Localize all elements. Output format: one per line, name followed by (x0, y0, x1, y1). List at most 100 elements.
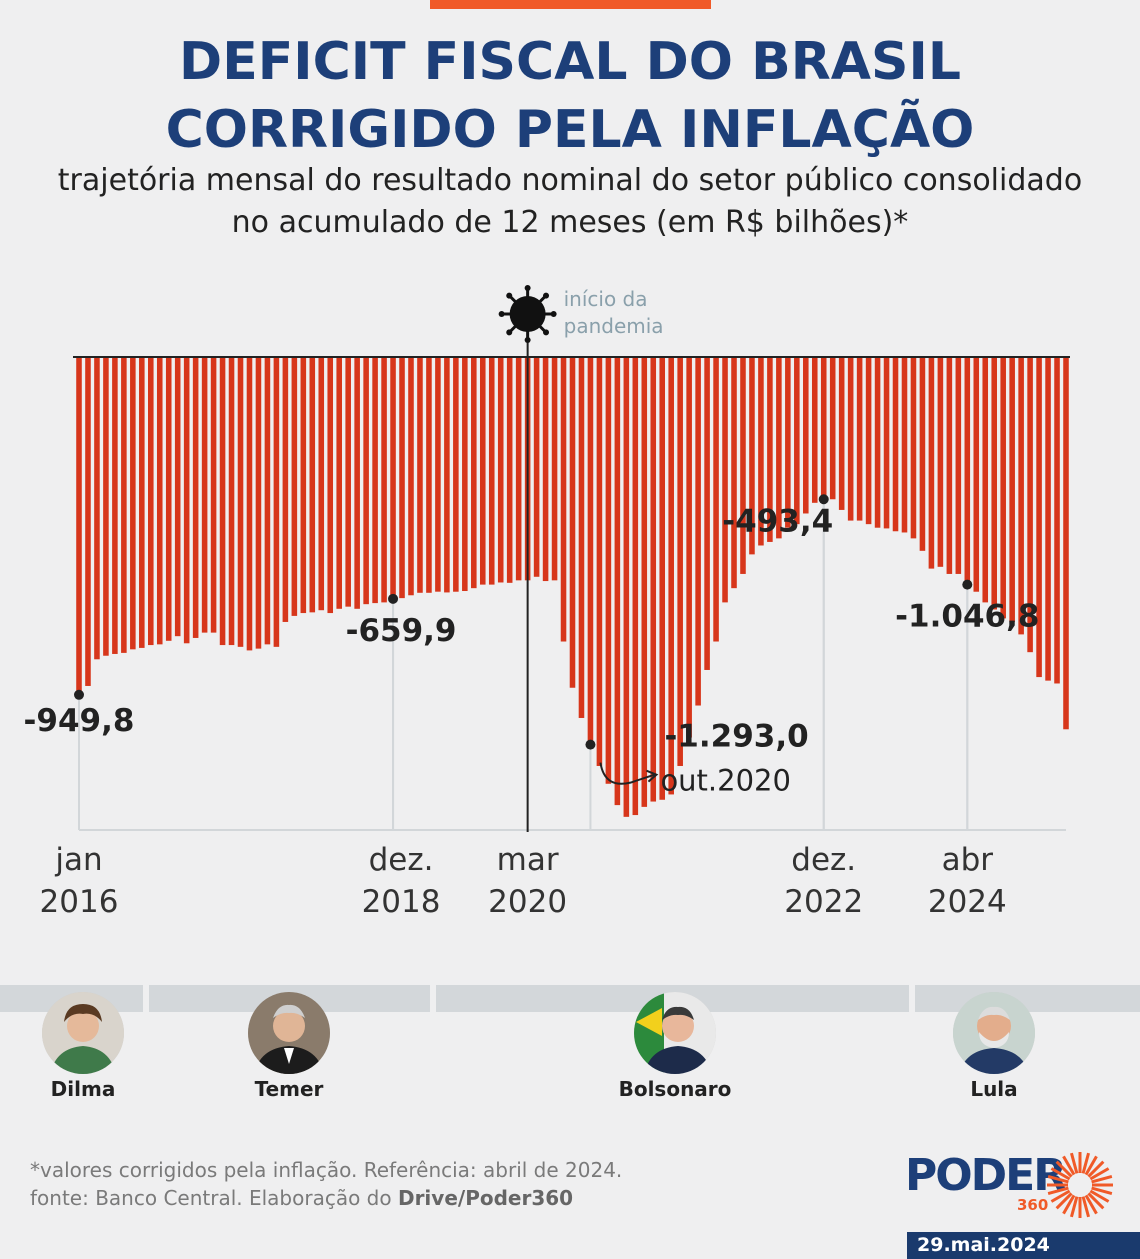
x-tick-2020-03-line2: 2020 (488, 884, 567, 920)
bar-55 (569, 357, 576, 688)
annotation-label-2016-01: -949,8 (24, 703, 135, 739)
title-line-1: DEFICIT FISCAL DO BRASIL (179, 32, 961, 92)
virus-spike-tip (524, 285, 531, 291)
bar-104 (1009, 357, 1015, 622)
annotation-arrowhead-2020-10 (646, 769, 659, 783)
bar-16 (219, 357, 226, 646)
bar-10 (165, 357, 172, 641)
president-name-temer: Temer (254, 1077, 324, 1101)
annotation-label-2018-12: -659,9 (346, 613, 457, 649)
bar-46 (488, 357, 495, 585)
virus-spike-tip (550, 311, 557, 317)
pandemic-label-1: início da (564, 287, 648, 311)
x-tick-2024-04-line2: 2024 (928, 884, 1007, 920)
bar-103 (1000, 357, 1006, 619)
bar-102 (991, 357, 997, 610)
bar-34 (381, 357, 387, 603)
bar-57 (587, 357, 594, 745)
bar-9 (156, 357, 163, 645)
bar-54 (560, 357, 567, 642)
bar-21 (264, 357, 271, 645)
bar-30 (345, 357, 351, 607)
x-tick-2016-01-line1: jan (54, 842, 102, 878)
sunburst-ray (1084, 1194, 1098, 1215)
bar-14 (201, 357, 208, 633)
virus-spike-tip (543, 292, 550, 299)
bar-95 (928, 357, 935, 569)
bar-5 (121, 357, 127, 653)
bar-100 (973, 357, 980, 592)
virus-icon (498, 285, 557, 343)
footnote-source-prefix: fonte: Banco Central. Elaboração do (30, 1186, 398, 1210)
virus-spike-tip (524, 337, 531, 343)
publication-date: 29.mai.2024 (907, 1232, 1140, 1259)
bar-90 (883, 357, 890, 529)
bar-65 (659, 357, 666, 800)
bar-23 (282, 357, 289, 622)
bar-89 (874, 357, 881, 528)
virus-spike-tip (498, 311, 505, 317)
bar-45 (479, 357, 486, 585)
president-name-bolsonaro: Bolsonaro (618, 1077, 732, 1101)
bar-2 (94, 357, 100, 660)
bar-99 (964, 357, 971, 585)
bar-3 (103, 357, 109, 656)
sunburst-ray (1087, 1160, 1105, 1178)
annotation-point-2020-10 (585, 739, 596, 750)
bar-106 (1027, 357, 1033, 653)
sunburst-ray (1081, 1196, 1090, 1218)
sunburst-ray (1055, 1192, 1073, 1210)
bar-110 (1063, 357, 1069, 730)
annotation-arrow-2020-10 (599, 762, 655, 785)
bar-31 (354, 357, 360, 609)
footnote-source-credit: Drive/Poder360 (397, 1186, 574, 1210)
bar-105 (1018, 357, 1024, 635)
bar-107 (1036, 357, 1042, 678)
bar-83 (820, 357, 827, 500)
bar-82 (811, 357, 818, 503)
bar-56 (578, 357, 585, 718)
x-tick-2018-12-line2: 2018 (362, 884, 441, 920)
bar-61 (623, 357, 630, 817)
bar-6 (130, 357, 136, 650)
bar-44 (471, 357, 477, 589)
annotation-label-2020-10: -1.293,0 (664, 719, 808, 755)
bar-15 (210, 357, 217, 633)
sunburst-ray (1081, 1152, 1090, 1174)
bar-24 (291, 357, 298, 616)
sunburst-ray (1084, 1155, 1098, 1176)
bar-80 (794, 357, 800, 525)
bar-39 (426, 357, 432, 593)
bar-1 (85, 357, 91, 686)
bar-27 (318, 357, 325, 611)
bar-52 (542, 357, 549, 582)
bar-28 (327, 357, 334, 614)
virus-spike-tip (543, 329, 550, 336)
bar-88 (865, 357, 872, 525)
x-tick-2022-12-line1: dez. (791, 842, 856, 878)
bar-71 (713, 357, 719, 642)
bar-47 (497, 357, 504, 583)
bar-51 (533, 357, 540, 577)
temer-avatar (248, 992, 330, 1074)
sunburst-ray (1050, 1167, 1071, 1181)
bar-76 (758, 357, 764, 546)
bar-91 (892, 357, 899, 532)
bar-68 (686, 357, 692, 738)
lula-avatar (953, 992, 1035, 1074)
sunburst-ray (1091, 1186, 1113, 1195)
bar-94 (919, 357, 926, 551)
logo-number: 360 (1017, 1196, 1049, 1214)
bar-41 (444, 357, 450, 593)
sunburst-ray (1047, 1186, 1069, 1195)
sunburst-ray (1062, 1194, 1076, 1215)
bar-58 (596, 357, 603, 766)
bar-11 (174, 357, 181, 637)
pandemic-label-2: pandemia (564, 314, 664, 338)
bar-93 (910, 357, 917, 539)
bar-86 (847, 357, 854, 521)
x-tick-2022-12-line2: 2022 (784, 884, 863, 920)
bar-36 (399, 357, 405, 599)
subtitle-line-2: no acumulado de 12 meses (em R$ bilhões)… (231, 205, 909, 240)
bar-87 (856, 357, 863, 521)
